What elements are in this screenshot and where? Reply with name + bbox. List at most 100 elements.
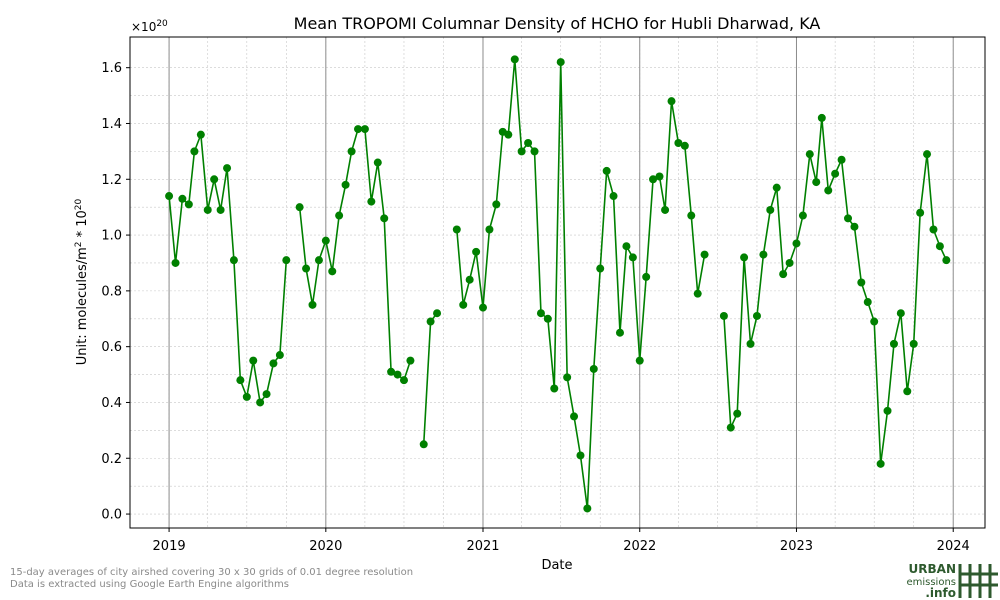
- data-point: [596, 264, 605, 273]
- data-point: [256, 398, 265, 407]
- data-point: [373, 158, 382, 167]
- data-point: [184, 200, 193, 209]
- x-tick-label: 2024: [937, 539, 970, 554]
- data-point: [308, 300, 317, 309]
- x-tick-label: 2019: [153, 539, 186, 554]
- series-line: [168, 59, 948, 509]
- y-tick-label: 0.2: [101, 452, 122, 467]
- y-axis-label-squared: 2: [74, 242, 84, 248]
- data-point: [779, 270, 788, 279]
- data-point: [406, 356, 415, 365]
- data-point: [269, 359, 278, 368]
- data-point: [242, 392, 251, 401]
- y-tick-label: 1.0: [101, 229, 122, 244]
- data-point: [570, 412, 579, 421]
- data-point: [459, 300, 468, 309]
- data-point: [563, 373, 572, 382]
- data-point: [524, 139, 533, 148]
- x-axis-label: Date: [541, 558, 572, 573]
- data-point: [433, 309, 442, 318]
- data-point: [165, 192, 174, 201]
- y-axis-label-exponent: 20: [74, 198, 84, 210]
- logo-word-urban: URBAN: [909, 562, 956, 576]
- data-point: [478, 303, 487, 312]
- data-point: [229, 256, 238, 265]
- data-point: [216, 205, 225, 214]
- y-axis-ticks: 0.0 0.2 0.4 0.6 0.8 1.0 1.2 1.4 1.6: [101, 61, 130, 523]
- data-point: [419, 440, 428, 449]
- y-tick-label: 1.4: [101, 117, 122, 132]
- y-axis-label-suffix: * 10: [75, 210, 90, 241]
- data-point: [759, 250, 768, 259]
- data-point: [805, 150, 814, 159]
- data-point: [190, 147, 199, 156]
- data-point: [844, 214, 853, 223]
- series-line-segment: [456, 59, 706, 509]
- data-point: [687, 211, 696, 220]
- data-point: [622, 242, 631, 251]
- data-point: [367, 197, 376, 206]
- y-tick-label: 0.0: [101, 508, 122, 523]
- data-point: [210, 175, 219, 184]
- data-point: [492, 200, 501, 209]
- chart-title: Mean TROPOMI Columnar Density of HCHO fo…: [294, 14, 821, 33]
- data-point: [870, 317, 879, 326]
- data-point: [387, 367, 396, 376]
- data-point: [510, 55, 519, 64]
- data-point: [700, 250, 709, 259]
- hash-icon: [958, 564, 998, 598]
- data-point: [667, 97, 676, 106]
- data-point: [341, 180, 350, 189]
- data-point: [465, 275, 474, 284]
- data-point: [550, 384, 559, 393]
- data-point: [615, 328, 624, 337]
- data-point: [196, 130, 205, 139]
- logo-word-emissions: emissions: [906, 577, 956, 588]
- data-point: [923, 150, 932, 159]
- data-point: [249, 356, 258, 365]
- data-point: [393, 370, 402, 379]
- data-point: [543, 314, 552, 323]
- data-point: [347, 147, 356, 156]
- data-point: [883, 406, 892, 415]
- data-point: [831, 169, 840, 178]
- data-point: [929, 225, 938, 234]
- data-point: [772, 183, 781, 192]
- data-point: [752, 311, 761, 320]
- plot-area-frame: [129, 36, 986, 529]
- data-point: [178, 194, 187, 203]
- series-line-segment: [168, 134, 288, 405]
- data-point: [628, 253, 637, 262]
- x-tick-label: 2022: [623, 539, 656, 554]
- series-line-segment: [298, 128, 412, 382]
- data-point: [171, 258, 180, 267]
- y-axis-label: Unit: molecules/m2 * 1020: [74, 198, 90, 365]
- logo-word-info: .info: [925, 586, 956, 600]
- data-point: [530, 147, 539, 156]
- data-point: [863, 298, 872, 307]
- data-point: [942, 256, 951, 265]
- y-tick-label: 0.8: [101, 284, 122, 299]
- data-point: [935, 242, 944, 251]
- y-tick-label: 0.6: [101, 340, 122, 355]
- data-point: [399, 376, 408, 385]
- data-point: [335, 211, 344, 220]
- grid-lines: [130, 37, 985, 528]
- data-point: [693, 289, 702, 298]
- data-point: [635, 356, 644, 365]
- footnote-line-2: Data is extracted using Google Earth Eng…: [10, 579, 289, 590]
- data-point: [589, 364, 598, 373]
- data-point: [876, 459, 885, 468]
- data-point: [426, 317, 435, 326]
- data-point: [746, 339, 755, 348]
- data-point: [354, 125, 363, 134]
- data-point: [726, 423, 735, 432]
- data-point: [556, 58, 565, 67]
- data-point: [380, 214, 389, 223]
- x-tick-label: 2023: [780, 539, 813, 554]
- data-point: [649, 175, 658, 184]
- x-tick-label: 2021: [466, 539, 499, 554]
- data-point: [824, 186, 833, 195]
- data-point: [642, 272, 651, 281]
